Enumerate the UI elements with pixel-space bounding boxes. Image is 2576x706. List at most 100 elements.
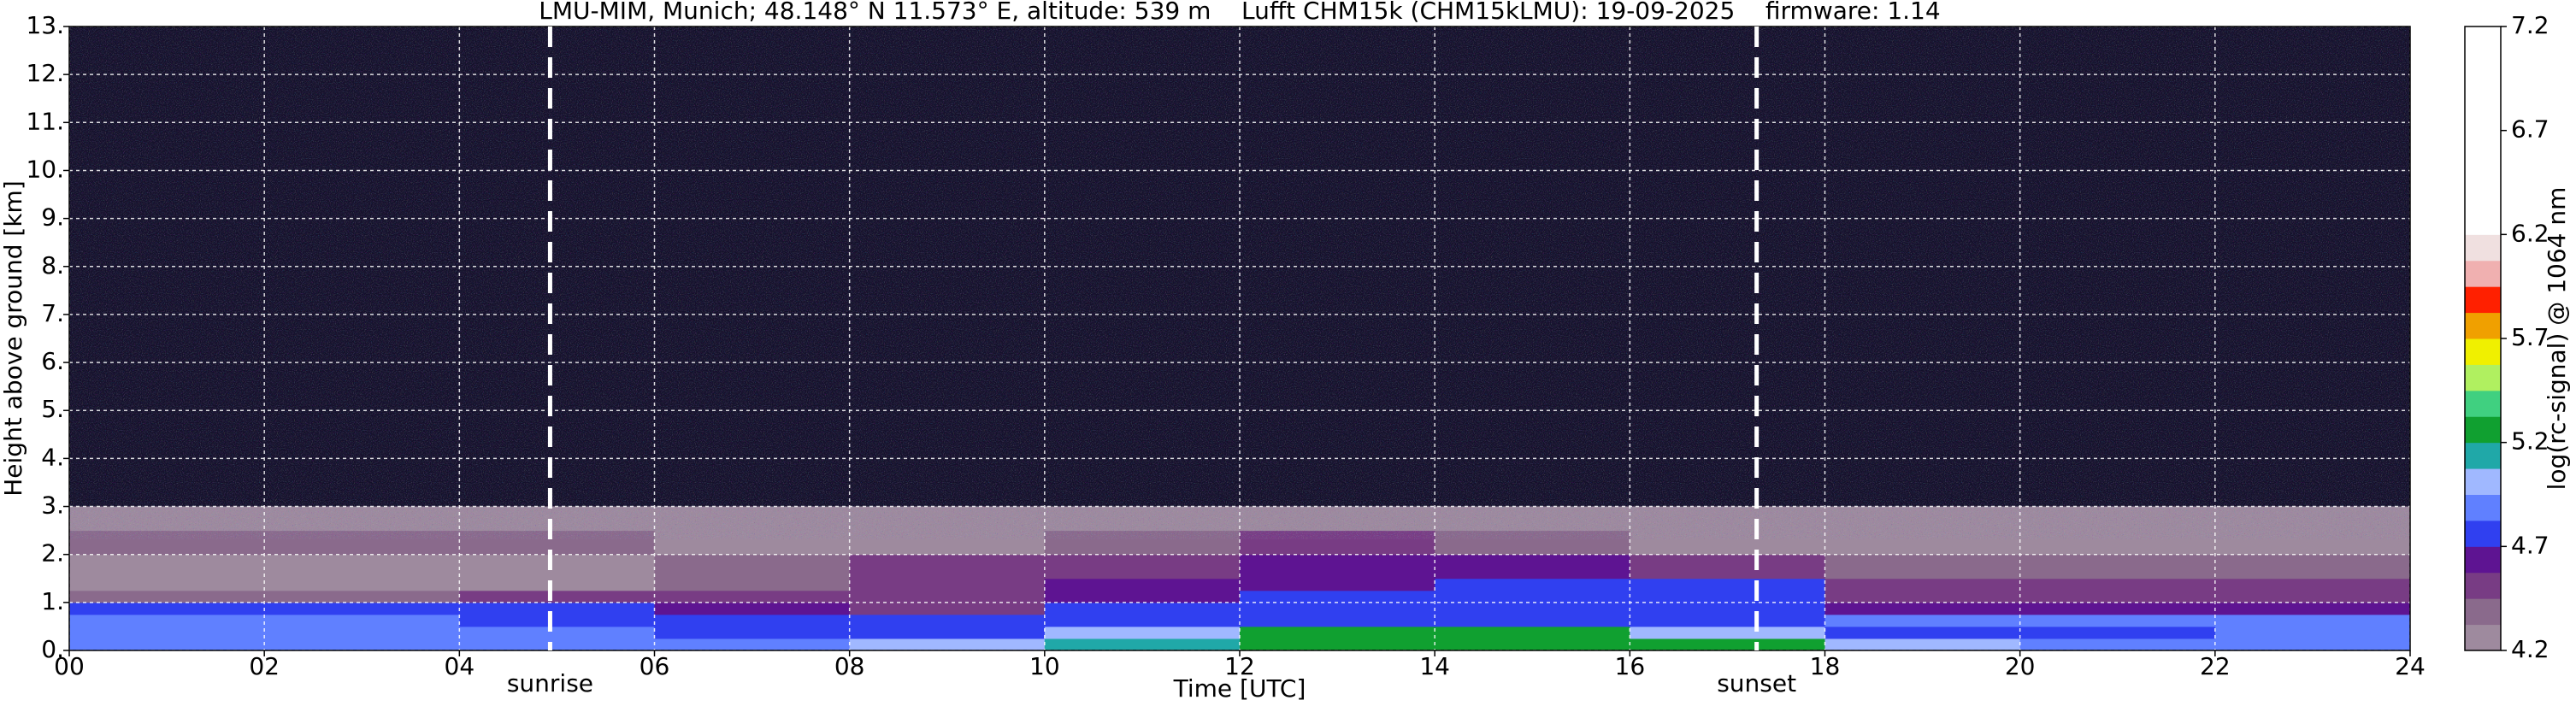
heatmap-cell [654, 590, 851, 603]
x-tick-label: 12 [1224, 652, 1255, 680]
heatmap-cell [1824, 638, 2021, 651]
heatmap-cell [1240, 626, 1435, 639]
colorbar-swatch [2465, 78, 2501, 105]
heatmap-cell [1240, 590, 1435, 603]
y-tick-label: 1. [41, 587, 64, 615]
x-tick-label: 22 [2200, 652, 2231, 680]
heatmap-cell [1240, 614, 1435, 627]
heatmap-cell [849, 626, 1046, 639]
heatmap-cell [264, 578, 460, 591]
heatmap-cell [1630, 626, 1825, 639]
colorbar-tick-label: 6.2 [2511, 219, 2549, 247]
heatmap-cell [69, 554, 265, 580]
heatmap-cell [69, 578, 265, 591]
heatmap-cell [264, 602, 460, 615]
colorbar-swatch [2465, 390, 2501, 417]
heatmap-cell [1630, 578, 1825, 591]
heatmap-cell [1044, 626, 1241, 639]
x-tick-label: 04 [445, 652, 475, 680]
colorbar-tick-label: 4.7 [2511, 531, 2549, 559]
x-tick-label: 02 [249, 652, 280, 680]
heatmap-cell [849, 602, 1046, 615]
colorbar-swatch [2465, 494, 2501, 521]
y-tick-label: 13. [26, 11, 64, 39]
heatmap-cell [654, 554, 851, 580]
colorbar-swatch [2465, 260, 2501, 287]
heatmap-cell [1435, 578, 1630, 591]
colorbar-swatch [2465, 520, 2501, 547]
y-axis-label: Height above ground [km] [0, 180, 27, 497]
heatmap-cell [264, 626, 460, 639]
colorbar-swatch [2465, 104, 2501, 132]
y-tick-label: 5. [41, 395, 64, 423]
y-tick-label: 12. [26, 59, 64, 87]
heatmap-cell [264, 554, 460, 580]
heatmap-cell [69, 626, 265, 639]
colorbar-swatch [2465, 624, 2501, 651]
y-tick-label: 3. [41, 491, 64, 520]
colorbar-swatch [2465, 364, 2501, 391]
colorbar-tick-label: 7.2 [2511, 11, 2549, 39]
y-tick-label: 6. [41, 347, 64, 375]
heatmap-cell [459, 626, 655, 639]
heatmap-cell [2214, 626, 2411, 639]
heatmap-cell [459, 602, 655, 615]
colorbar-swatch [2465, 234, 2501, 262]
heatmap-cell [264, 638, 460, 651]
heatmap-cell [1630, 614, 1825, 627]
heatmap-cell [1630, 602, 1825, 615]
heatmap-cell [1630, 554, 1825, 580]
y-tick-label: 0. [41, 635, 64, 663]
colorbar-swatch [2465, 416, 2501, 444]
colorbar-tick-label: 5.7 [2511, 323, 2549, 351]
colorbar-swatch [2465, 26, 2501, 53]
heatmap-cell [2019, 626, 2216, 639]
heatmap-cell [1435, 614, 1630, 627]
colorbar-swatch [2465, 208, 2501, 235]
heatmap-cell [654, 626, 851, 639]
heatmap-cell [2019, 590, 2216, 603]
colorbar-swatch [2465, 156, 2501, 183]
colorbar-swatch [2465, 468, 2501, 495]
heatmap-cell [849, 638, 1046, 651]
heatmap-cell [654, 614, 851, 627]
heatmap-cell [1044, 554, 1241, 580]
heatmap-cell [1240, 554, 1435, 580]
y-tick-label: 2. [41, 539, 64, 568]
y-tick-label: 11. [26, 107, 64, 135]
chart-title: LMU-MIM, Munich; 48.148° N 11.573° E, al… [539, 0, 1940, 25]
heatmap-cell [849, 554, 1046, 580]
heatmap-cell [264, 614, 460, 627]
heatmap-cell [654, 638, 851, 651]
x-tick-label: 06 [640, 652, 670, 680]
x-tick-label: 20 [2005, 652, 2036, 680]
x-tick-label: 00 [54, 652, 85, 680]
x-tick-label: 18 [1810, 652, 1841, 680]
y-tick-label: 8. [41, 251, 64, 279]
colorbar-swatch [2465, 598, 2501, 626]
x-tick-label: 08 [834, 652, 865, 680]
heatmap-cell [459, 638, 655, 651]
heatmap-cell [1435, 638, 1630, 651]
heatmap-cell [459, 578, 655, 591]
heatmap-cell [1435, 602, 1630, 615]
colorbar-label: log(rc-signal) @ 1064 nm [2543, 187, 2571, 491]
heatmap-cell [654, 578, 851, 591]
heatmap-cell [2214, 554, 2411, 580]
heatmap-cell [2019, 602, 2216, 615]
colorbar-swatch [2465, 312, 2501, 339]
colorbar-swatch [2465, 182, 2501, 209]
heatmap-cell [654, 602, 851, 615]
heatmap-cell [849, 614, 1046, 627]
heatmap-cell [2019, 554, 2216, 580]
x-tick-label: 10 [1029, 652, 1060, 680]
colorbar-swatch [2465, 52, 2501, 79]
heatmap-cell [2214, 590, 2411, 603]
heatmap-cell [849, 578, 1046, 591]
heatmap-cell [2214, 614, 2411, 627]
y-tick-label: 9. [41, 203, 64, 232]
heatmap-cell [1435, 554, 1630, 580]
y-tick-label: 4. [41, 443, 64, 471]
colorbar-swatch [2465, 442, 2501, 469]
colorbar: 4.2 4.7 5.2 5.7 6.2 6.7 7.2 [2464, 11, 2549, 663]
